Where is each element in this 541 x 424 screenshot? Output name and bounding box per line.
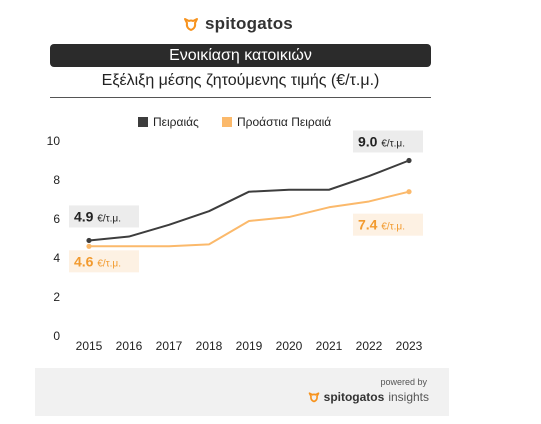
- value-callout-label: 9.0 €/τ.μ.: [358, 134, 405, 150]
- value-callout-box: [69, 250, 139, 273]
- footer-panel: powered by spitogatos insights: [35, 368, 449, 416]
- value-callout-label: 4.9 €/τ.μ.: [74, 208, 121, 224]
- x-tick-label: 2022: [356, 339, 383, 353]
- brand-header: spitogatos: [0, 14, 476, 34]
- x-tick-label: 2023: [396, 339, 423, 353]
- footer-brand-sub: insights: [388, 390, 429, 404]
- y-tick-label: 0: [53, 329, 60, 343]
- x-tick-label: 2017: [156, 339, 183, 353]
- x-tick-label: 2020: [276, 339, 303, 353]
- y-tick-label: 4: [53, 251, 60, 265]
- value-callout-box: [353, 213, 423, 236]
- y-tick-label: 8: [53, 173, 60, 187]
- data-point: [86, 237, 92, 244]
- legend-label: Προάστια Πειραιά: [237, 115, 331, 129]
- y-tick-label: 6: [53, 212, 60, 226]
- chart-subtitle: Εξέλιξη μέσης ζητούμενης τιμής (€/τ.μ.): [101, 72, 380, 89]
- value-callout-label: 4.6 €/τ.μ.: [74, 253, 121, 269]
- subtitle-divider: [50, 97, 431, 98]
- spitogatos-logo-icon: [184, 18, 199, 31]
- value-callout-label: 7.4 €/τ.μ.: [358, 217, 405, 233]
- data-point: [406, 189, 412, 195]
- value-callout-box: [353, 130, 423, 153]
- legend-swatch: [138, 117, 148, 127]
- footer-brand: spitogatos insights: [308, 390, 429, 404]
- legend-swatch: [222, 117, 232, 127]
- legend-label: Πειραιάς: [153, 115, 199, 129]
- x-tick-label: 2016: [116, 339, 143, 353]
- y-tick-label: 2: [53, 290, 60, 304]
- brand-name: spitogatos: [205, 14, 293, 33]
- x-tick-label: 2019: [236, 339, 263, 353]
- chart-title: Ενοικίαση κατοικιών: [50, 44, 431, 67]
- data-point: [406, 157, 412, 164]
- series-line: [89, 190, 410, 248]
- data-point: [86, 243, 92, 249]
- x-tick-label: 2018: [196, 339, 223, 353]
- powered-by-label: powered by: [380, 377, 427, 387]
- x-tick-label: 2015: [76, 339, 103, 353]
- value-callout-box: [69, 205, 139, 228]
- series-line: [88, 159, 410, 242]
- x-tick-label: 2021: [316, 339, 343, 353]
- footer-brand-name: spitogatos: [323, 390, 385, 404]
- spitogatos-logo-icon: [308, 392, 319, 403]
- y-tick-label: 10: [47, 134, 61, 148]
